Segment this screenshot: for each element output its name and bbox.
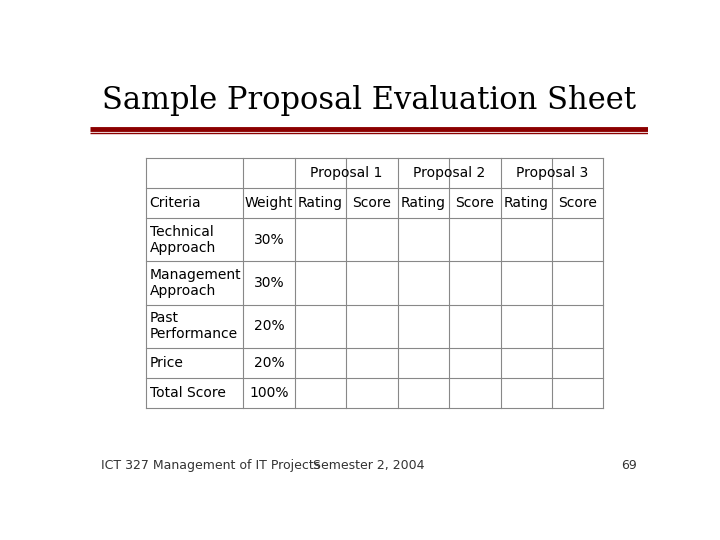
Text: Proposal 2: Proposal 2 <box>413 166 485 180</box>
Text: Technical
Approach: Technical Approach <box>150 225 216 255</box>
Text: Weight: Weight <box>245 196 294 210</box>
Text: Management
Approach: Management Approach <box>150 268 241 298</box>
Text: Score: Score <box>353 196 392 210</box>
Text: 20%: 20% <box>254 319 284 333</box>
Text: ICT 327 Management of IT Projects: ICT 327 Management of IT Projects <box>101 460 320 472</box>
Text: Price: Price <box>150 356 184 370</box>
Text: Score: Score <box>558 196 597 210</box>
Text: Proposal 1: Proposal 1 <box>310 166 382 180</box>
Text: Rating: Rating <box>298 196 343 210</box>
Text: 69: 69 <box>621 460 637 472</box>
Text: 20%: 20% <box>254 356 284 370</box>
Text: Proposal 3: Proposal 3 <box>516 166 588 180</box>
Text: Sample Proposal Evaluation Sheet: Sample Proposal Evaluation Sheet <box>102 85 636 116</box>
Text: Semester 2, 2004: Semester 2, 2004 <box>313 460 425 472</box>
Text: Rating: Rating <box>504 196 549 210</box>
Text: Total Score: Total Score <box>150 386 225 400</box>
Text: 100%: 100% <box>249 386 289 400</box>
Text: 30%: 30% <box>254 276 284 290</box>
Text: 30%: 30% <box>254 233 284 247</box>
Text: Rating: Rating <box>401 196 446 210</box>
Text: Past
Performance: Past Performance <box>150 311 238 341</box>
Text: Criteria: Criteria <box>150 196 202 210</box>
Text: Score: Score <box>455 196 494 210</box>
